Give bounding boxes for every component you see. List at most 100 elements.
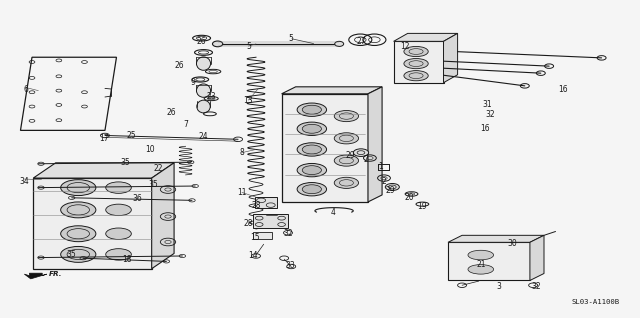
Text: 1: 1 (378, 162, 383, 171)
Ellipse shape (212, 41, 223, 47)
Text: 19: 19 (417, 202, 428, 211)
Text: 13: 13 (243, 96, 253, 105)
Text: 22: 22 (154, 164, 163, 173)
Ellipse shape (197, 100, 210, 113)
Polygon shape (444, 33, 458, 83)
Text: 12: 12 (401, 42, 410, 51)
Ellipse shape (106, 182, 131, 193)
Text: 2: 2 (364, 155, 369, 163)
Text: 33: 33 (285, 261, 295, 270)
Text: 4: 4 (330, 208, 335, 217)
Text: SL03-A1100B: SL03-A1100B (572, 299, 620, 305)
Ellipse shape (302, 185, 321, 194)
Bar (448, 242, 530, 280)
Ellipse shape (106, 228, 131, 239)
Ellipse shape (334, 110, 358, 121)
Text: 6: 6 (23, 85, 28, 93)
Ellipse shape (106, 249, 131, 260)
Text: 36: 36 (132, 194, 143, 203)
Text: 7: 7 (183, 120, 188, 128)
Ellipse shape (297, 143, 326, 156)
Polygon shape (530, 235, 544, 280)
Text: 28: 28 (252, 201, 260, 210)
Ellipse shape (302, 124, 321, 133)
Ellipse shape (61, 180, 96, 196)
Text: 5: 5 (289, 34, 294, 43)
Text: 2: 2 (381, 177, 387, 186)
Text: 26: 26 (174, 61, 184, 70)
Ellipse shape (404, 71, 428, 81)
Text: 31: 31 (483, 100, 493, 109)
Text: 16: 16 (480, 124, 490, 133)
Text: 9: 9 (191, 78, 196, 87)
Ellipse shape (61, 246, 96, 262)
Text: 32: 32 (485, 110, 495, 119)
Text: 29: 29 (385, 186, 396, 195)
Text: 35: 35 (148, 180, 159, 189)
Text: 18: 18 (122, 255, 131, 264)
Ellipse shape (297, 183, 326, 196)
Ellipse shape (297, 163, 326, 177)
Ellipse shape (404, 46, 428, 57)
Text: 35: 35 (120, 158, 130, 167)
Text: 3: 3 (497, 282, 502, 291)
Text: 27: 27 (356, 37, 367, 46)
Ellipse shape (404, 59, 428, 69)
Text: 35: 35 (67, 250, 77, 259)
Text: 21: 21 (477, 260, 486, 269)
Text: 29: 29 (346, 151, 356, 160)
Ellipse shape (196, 57, 211, 70)
Text: 24: 24 (198, 132, 209, 141)
Text: 26: 26 (166, 108, 177, 117)
Text: 34: 34 (19, 177, 29, 186)
Bar (255, 197, 277, 208)
Circle shape (353, 149, 369, 156)
Polygon shape (33, 163, 174, 178)
Text: 28: 28 (244, 219, 253, 228)
Ellipse shape (61, 202, 96, 218)
Text: 25: 25 (126, 131, 136, 140)
Bar (394, 41, 444, 83)
Text: 17: 17 (99, 134, 109, 143)
Polygon shape (24, 273, 47, 279)
Text: FR.: FR. (49, 271, 62, 277)
Ellipse shape (297, 103, 326, 116)
Ellipse shape (302, 145, 321, 154)
Text: 32: 32 (283, 229, 293, 238)
Bar (253, 214, 288, 228)
Polygon shape (394, 33, 458, 41)
Ellipse shape (334, 155, 358, 166)
Circle shape (385, 183, 399, 190)
Ellipse shape (335, 41, 344, 46)
Ellipse shape (106, 204, 131, 216)
Text: 10: 10 (145, 145, 156, 154)
Text: 16: 16 (558, 85, 568, 93)
Text: 15: 15 (250, 233, 260, 242)
Bar (33, 178, 152, 269)
Text: 8: 8 (239, 148, 244, 157)
Ellipse shape (297, 122, 326, 135)
Text: 14: 14 (248, 252, 259, 260)
Ellipse shape (334, 177, 358, 188)
Ellipse shape (302, 105, 321, 114)
Bar (282, 94, 368, 202)
Ellipse shape (334, 133, 358, 144)
Polygon shape (152, 163, 174, 269)
Bar (253, 232, 272, 239)
Text: 11: 11 (237, 188, 246, 197)
Text: 32: 32 (531, 282, 541, 291)
Text: 23: 23 (206, 93, 216, 101)
Polygon shape (448, 235, 544, 242)
Ellipse shape (196, 84, 211, 97)
Polygon shape (282, 87, 382, 94)
Ellipse shape (468, 250, 493, 260)
Polygon shape (20, 57, 116, 130)
Ellipse shape (302, 166, 321, 175)
Text: 20: 20 (404, 193, 415, 202)
Ellipse shape (61, 226, 96, 242)
Text: 30: 30 (507, 239, 517, 248)
Text: 5: 5 (246, 42, 251, 51)
Polygon shape (368, 87, 382, 202)
Text: 26: 26 (196, 37, 207, 46)
Ellipse shape (468, 265, 493, 274)
